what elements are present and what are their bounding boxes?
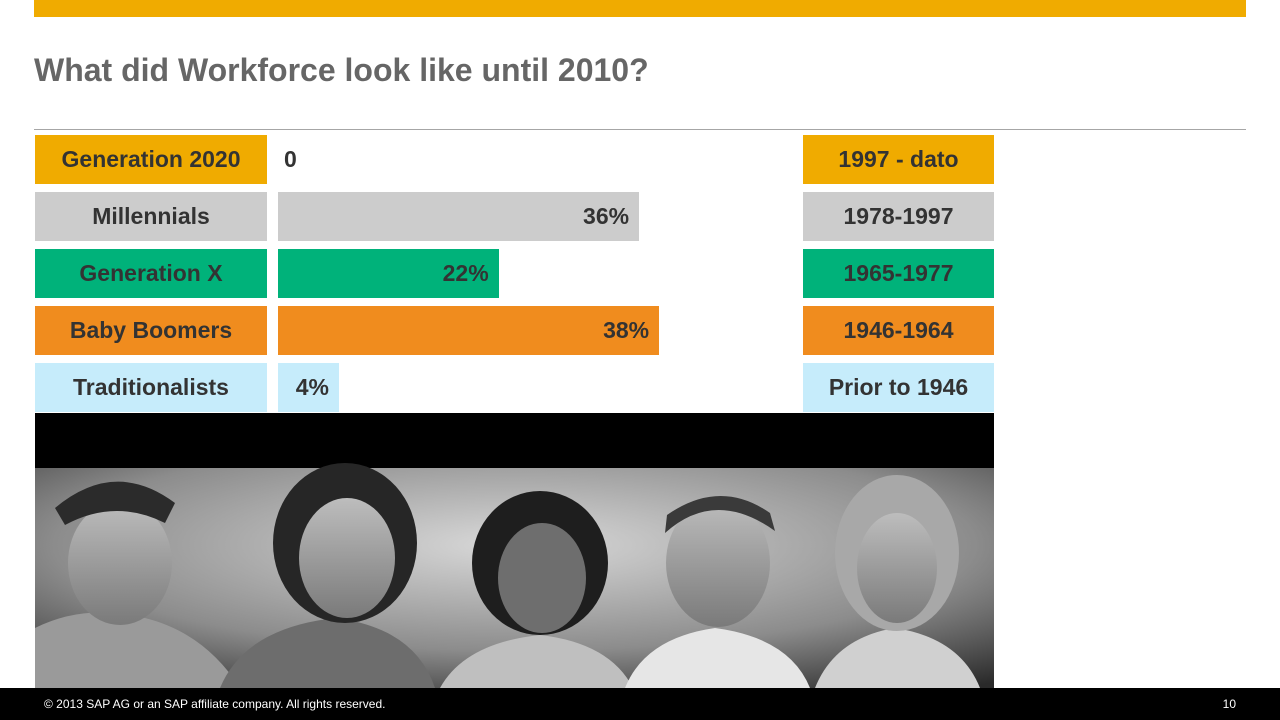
bar-value-label: 36% bbox=[583, 203, 630, 229]
category-label: Generation 2020 bbox=[35, 135, 267, 184]
generations-portrait-photo-icon bbox=[35, 413, 994, 688]
year-range-label: 1997 - dato bbox=[803, 135, 994, 184]
bar-value-label: 22% bbox=[442, 260, 489, 286]
year-range-label: 1978-1997 bbox=[803, 192, 994, 241]
chart-row-millennials: Millennials 36% 1978-1997 bbox=[0, 192, 1280, 241]
bar-generation-x: 22% bbox=[278, 249, 499, 298]
bar-traditionalists: 4% bbox=[278, 363, 339, 412]
chart-row-generation-2020: Generation 2020 0 1997 - dato bbox=[0, 135, 1280, 184]
bar-value-label: 0 bbox=[284, 146, 297, 172]
bar-millennials: 36% bbox=[278, 192, 640, 241]
generations-photo bbox=[35, 413, 994, 688]
category-label: Generation X bbox=[35, 249, 267, 298]
category-label: Traditionalists bbox=[35, 363, 267, 412]
slide-title: What did Workforce look like until 2010? bbox=[34, 52, 649, 88]
copyright-text: © 2013 SAP AG or an SAP affiliate compan… bbox=[44, 697, 386, 711]
year-range-label: 1946-1964 bbox=[803, 306, 994, 355]
top-accent-band bbox=[34, 0, 1246, 17]
category-label: Baby Boomers bbox=[35, 306, 267, 355]
bar-baby-boomers: 38% bbox=[278, 306, 660, 355]
chart-row-generation-x: Generation X 22% 1965-1977 bbox=[0, 249, 1280, 298]
title-divider bbox=[34, 129, 1246, 130]
year-range-label: 1965-1977 bbox=[803, 249, 994, 298]
slide-footer: © 2013 SAP AG or an SAP affiliate compan… bbox=[0, 688, 1280, 720]
year-range-label: Prior to 1946 bbox=[803, 363, 994, 412]
chart-row-baby-boomers: Baby Boomers 38% 1946-1964 bbox=[0, 306, 1280, 355]
bar-value-label: 4% bbox=[295, 374, 329, 400]
chart-row-traditionalists: Traditionalists 4% Prior to 1946 bbox=[0, 363, 1280, 412]
category-label: Millennials bbox=[35, 192, 267, 241]
bar-value-label: 38% bbox=[603, 317, 650, 343]
bar-generation-2020: 0 bbox=[278, 135, 338, 184]
page-number: 10 bbox=[1222, 697, 1236, 711]
